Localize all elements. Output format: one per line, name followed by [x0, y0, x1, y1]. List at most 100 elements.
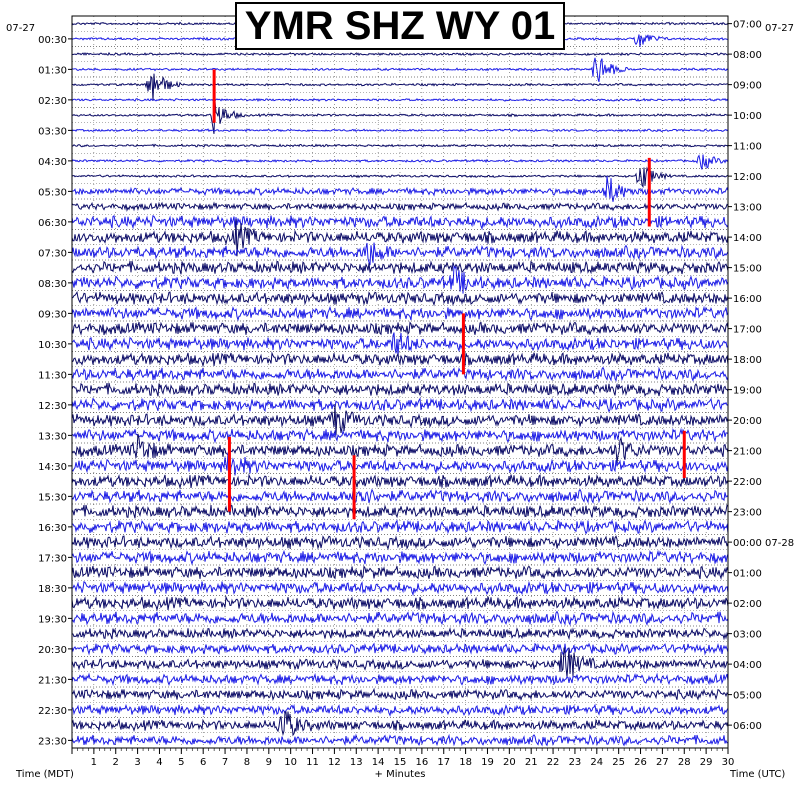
x-axis-label: + Minutes — [375, 769, 426, 780]
trace-row — [71, 51, 729, 57]
x-tick-label: 5 — [178, 757, 184, 768]
y-right-tick-label: 13:00 — [733, 203, 762, 214]
y-left-tick-label: 15:30 — [38, 492, 67, 503]
y-right-tick-label: 09:00 — [733, 81, 762, 92]
trace-row — [71, 535, 729, 551]
date-right: 07-27 — [765, 23, 794, 34]
trace-row — [71, 351, 729, 368]
y-left-tick-label: 03:30 — [38, 126, 67, 137]
trace-row — [71, 382, 729, 398]
x-tick-label: 7 — [222, 757, 228, 768]
y-right-tick-label: 10:00 — [733, 111, 762, 122]
x-tick-label: 13 — [350, 757, 363, 768]
y-right-tick-label: 20:00 — [733, 416, 762, 427]
y-right-tick-label: 07:00 — [733, 20, 762, 31]
y-left-tick-label: 05:30 — [38, 187, 67, 198]
y-left-tick-label: 07:30 — [38, 248, 67, 259]
x-tick-label: 12 — [328, 757, 341, 768]
y-right-tick-label: 05:00 — [733, 691, 762, 702]
y-left-tick-label: 10:30 — [38, 340, 67, 351]
x-tick-label: 20 — [503, 757, 516, 768]
trace-row — [71, 242, 729, 266]
trace-row — [71, 626, 729, 641]
y-right-tick-label: 16:00 — [733, 294, 762, 305]
trace-row — [71, 433, 729, 464]
y-right-tick-label: 02:00 — [733, 599, 762, 610]
trace-row — [71, 214, 729, 231]
y-right-tick-label: 04:00 — [733, 660, 762, 671]
trace-row — [71, 610, 729, 626]
trace-row — [71, 260, 729, 276]
y-right-tick-label: 03:00 — [733, 630, 762, 641]
x-tick-label: 25 — [612, 757, 625, 768]
x-tick-label: 1 — [91, 757, 97, 768]
trace-row — [71, 219, 729, 257]
trace-row — [71, 404, 729, 436]
y-left-tick-label: 08:30 — [38, 279, 67, 290]
trace-row — [71, 519, 729, 535]
plot-axes: 1 2 3 4 5 6 7 8 9 10 11 12 13 14 15 16 17 18 19 20 21 22 23 24 2… — [6, 15, 794, 780]
x-tick-label: 6 — [200, 757, 206, 768]
x-tick-label: 11 — [306, 757, 319, 768]
event-markers — [212, 69, 686, 520]
y-right-tick-label: 12:00 — [733, 172, 762, 183]
x-tick-label: 4 — [156, 757, 162, 768]
trace-row — [71, 580, 729, 597]
x-tick-label: 29 — [700, 757, 713, 768]
trace-row — [71, 57, 729, 82]
y-left-tick-label: 19:30 — [38, 614, 67, 625]
x-tick-label: 15 — [394, 757, 407, 768]
x-tick-label: 16 — [415, 757, 428, 768]
plot-frame — [71, 15, 729, 749]
x-tick-label: 27 — [656, 757, 669, 768]
trace-row — [71, 166, 729, 188]
x-tick-label: 22 — [547, 757, 560, 768]
trace-row — [71, 128, 729, 133]
trace-row — [71, 549, 729, 566]
trace-row — [71, 264, 729, 294]
trace-row — [71, 565, 729, 580]
x-tick-label: 23 — [569, 757, 582, 768]
trace-row — [71, 687, 729, 702]
y-right-tick-label: 01:00 — [733, 569, 762, 580]
y-left-tick-label: 00:30 — [38, 35, 67, 46]
y-left-tick-label: 01:30 — [38, 65, 67, 76]
x-tick-label: 28 — [678, 757, 691, 768]
y-right-tick-label: 11:00 — [733, 142, 762, 153]
x-tick-label: 19 — [481, 757, 494, 768]
plot-grid — [72, 15, 728, 749]
y-right-tick-label: 14:00 — [733, 233, 762, 244]
y-right-tick-label: 15:00 — [733, 264, 762, 275]
y-left-tick-label: 18:30 — [38, 584, 67, 595]
y-left-tick-label: 06:30 — [38, 218, 67, 229]
left-axis-label: Time (MDT) — [15, 769, 74, 780]
trace-row — [71, 473, 729, 490]
trace-row — [71, 201, 729, 213]
trace-row — [71, 290, 729, 307]
x-tick-label: 26 — [634, 757, 647, 768]
y-right-tick-label: 22:00 — [733, 477, 762, 488]
trace-row — [71, 703, 729, 717]
x-tick-label: 17 — [437, 757, 450, 768]
chart-title: YMR SHZ WY 01 — [235, 2, 565, 50]
right-axis-label: Time (UTC) — [729, 769, 785, 780]
trace-row — [71, 332, 729, 357]
date-left: 07-27 — [6, 23, 35, 34]
x-tick-label: 18 — [459, 757, 472, 768]
trace-row — [71, 595, 729, 612]
y-left-tick-label: 14:30 — [38, 462, 67, 473]
y-left-tick-label: 17:30 — [38, 553, 67, 564]
y-right-tick-label: 23:00 — [733, 508, 762, 519]
x-tick-label: 8 — [244, 757, 250, 768]
x-tick-label: 10 — [284, 757, 297, 768]
trace-row — [71, 366, 729, 382]
x-tick-label: 2 — [113, 757, 119, 768]
y-left-tick-label: 23:30 — [38, 736, 67, 747]
y-left-tick-label: 02:30 — [38, 96, 67, 107]
y-left-tick-label: 13:30 — [38, 431, 67, 442]
trace-row — [71, 427, 729, 444]
x-tick-label: 21 — [525, 757, 538, 768]
trace-row — [71, 672, 729, 687]
y-left-tick-label: 21:30 — [38, 675, 67, 686]
